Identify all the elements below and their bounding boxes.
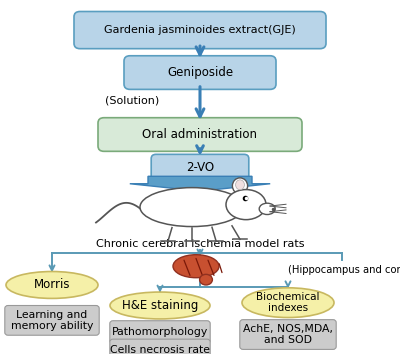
- Ellipse shape: [6, 272, 98, 298]
- Ellipse shape: [110, 292, 210, 319]
- Text: Pathomorphology: Pathomorphology: [112, 327, 208, 337]
- Ellipse shape: [236, 180, 244, 190]
- FancyBboxPatch shape: [98, 118, 302, 152]
- Text: AchE, NOS,MDA,
and SOD: AchE, NOS,MDA, and SOD: [243, 324, 333, 346]
- Ellipse shape: [226, 190, 266, 219]
- FancyBboxPatch shape: [151, 154, 249, 181]
- Ellipse shape: [173, 255, 219, 278]
- Text: H&E staining: H&E staining: [122, 299, 198, 312]
- FancyBboxPatch shape: [5, 306, 99, 335]
- FancyBboxPatch shape: [240, 320, 336, 349]
- Ellipse shape: [200, 274, 212, 285]
- FancyBboxPatch shape: [124, 56, 276, 89]
- FancyBboxPatch shape: [74, 11, 326, 49]
- Text: 2-VO: 2-VO: [186, 161, 214, 174]
- FancyBboxPatch shape: [110, 321, 210, 343]
- Ellipse shape: [259, 203, 275, 215]
- Text: Chronic cerebral ischemia model rats: Chronic cerebral ischemia model rats: [96, 239, 304, 249]
- Text: Learning and
memory ability: Learning and memory ability: [11, 309, 93, 331]
- Text: (Hippocampus and cortex): (Hippocampus and cortex): [288, 265, 400, 275]
- Text: Morris: Morris: [34, 279, 70, 291]
- Text: (Solution): (Solution): [105, 96, 159, 106]
- Text: Geniposide: Geniposide: [167, 66, 233, 79]
- Text: Gardenia jasminoides extract(GJE): Gardenia jasminoides extract(GJE): [104, 25, 296, 35]
- Polygon shape: [130, 176, 270, 191]
- Ellipse shape: [242, 288, 334, 318]
- FancyBboxPatch shape: [110, 339, 210, 354]
- Text: Cells necrosis rate: Cells necrosis rate: [110, 346, 210, 354]
- Text: Oral administration: Oral administration: [142, 128, 258, 141]
- Ellipse shape: [232, 178, 248, 194]
- Text: Biochemical
indexes: Biochemical indexes: [256, 292, 320, 314]
- Ellipse shape: [140, 188, 244, 227]
